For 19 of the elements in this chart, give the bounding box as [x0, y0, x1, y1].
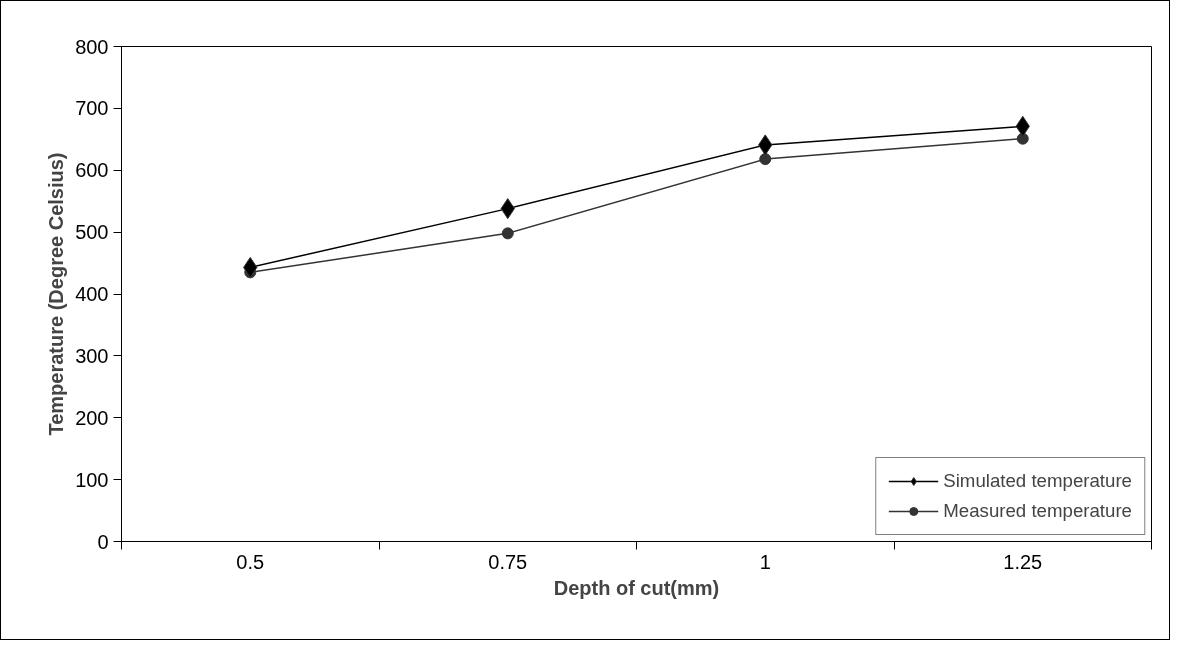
- x-tick-label: 0.75: [488, 550, 528, 573]
- y-tick-label: 400: [75, 283, 109, 305]
- point: [501, 227, 514, 240]
- y-tick-label: 100: [75, 468, 109, 491]
- y-tick-label: 500: [75, 221, 109, 244]
- point: [759, 153, 772, 166]
- x-tick-label: 1.25: [1003, 550, 1043, 573]
- x-axis-title: Depth of cut(mm): [553, 576, 720, 599]
- y-tick-label: 700: [75, 97, 109, 120]
- y-tick-label: 200: [75, 406, 109, 429]
- y-tick-label: 600: [75, 159, 109, 182]
- legend-label: Measured temperature: [943, 500, 1132, 522]
- y-axis-title: Temperature (Degree Celsius): [45, 152, 68, 436]
- y-tick-label: 800: [75, 35, 109, 58]
- y-tick-label: 300: [75, 344, 109, 367]
- x-tick-label: 0.5: [236, 550, 265, 573]
- legend-label: Simulated temperature: [943, 470, 1132, 492]
- x-tick-label: 1: [759, 550, 771, 573]
- y-tick-label: 0: [97, 530, 109, 553]
